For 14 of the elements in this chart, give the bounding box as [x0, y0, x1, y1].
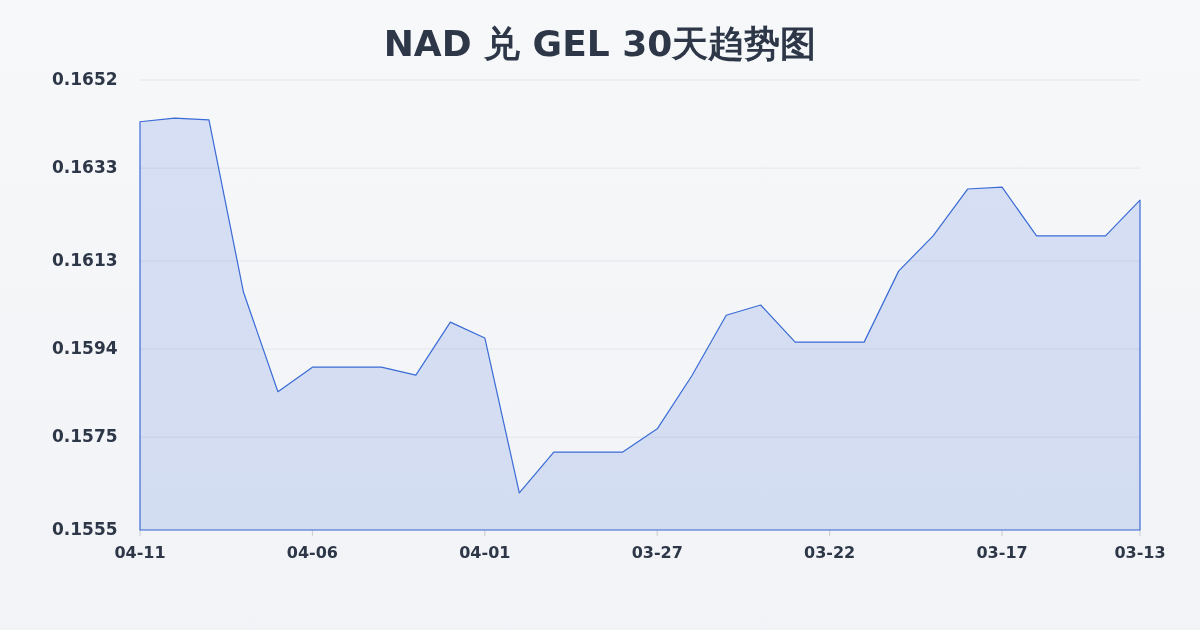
x-tick-label: 03-13 [1114, 543, 1166, 562]
x-tick-label: 03-27 [631, 543, 683, 562]
y-tick-label: 0.1575 [52, 426, 118, 447]
y-tick-label: 0.1633 [52, 157, 118, 178]
x-tick-label: 04-11 [114, 543, 166, 562]
x-tick-label: 04-01 [459, 543, 511, 562]
y-tick-label: 0.1613 [52, 249, 118, 270]
y-tick-label: 0.1652 [52, 69, 118, 89]
x-tick-label: 03-22 [804, 543, 856, 562]
x-tick-label: 03-17 [976, 543, 1028, 562]
y-tick-label: 0.1594 [52, 338, 118, 359]
y-tick-label: 0.1555 [52, 519, 118, 539]
chart-title: NAD 兑 GEL 30天趋势图 [383, 23, 817, 64]
x-tick-label: 04-06 [286, 543, 338, 562]
